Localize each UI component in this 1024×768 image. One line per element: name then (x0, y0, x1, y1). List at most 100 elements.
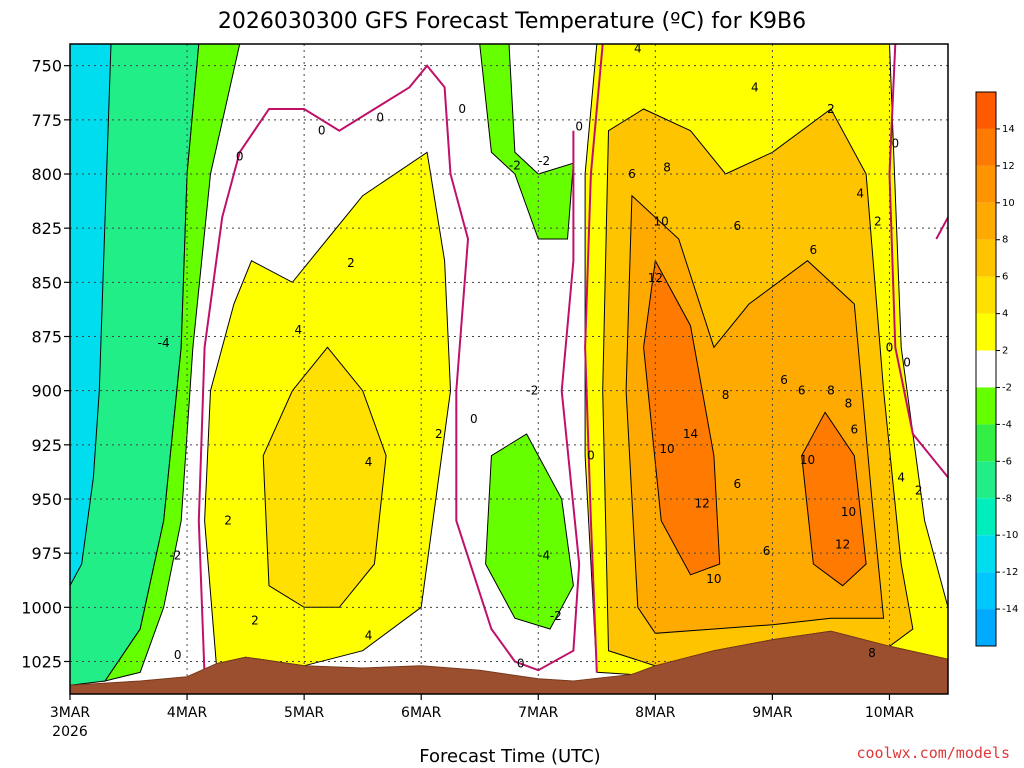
colorbar-label: 10 (1002, 198, 1015, 209)
y-tick-label: 850 (31, 273, 62, 292)
contour-label: 0 (886, 340, 894, 354)
contour-label: 2 (251, 613, 259, 627)
contour-label: 0 (318, 124, 326, 138)
colorbar-label: -2 (1002, 382, 1012, 393)
contour-label: -2 (509, 158, 521, 172)
contour-label: -2 (169, 548, 181, 562)
contour-label: 2 (915, 483, 923, 497)
contour-label: 8 (845, 397, 853, 411)
contour-label: 0 (174, 648, 182, 662)
region-cold-band (103, 44, 241, 682)
contour-label: 6 (763, 544, 771, 558)
chart-title: 2026030300 GFS Forecast Temperature (ºC)… (218, 9, 806, 34)
x-tick-label: 8MAR (635, 705, 676, 721)
contour-label: 0 (470, 412, 478, 426)
colorbar-swatch (976, 387, 996, 425)
contour-label: 12 (695, 496, 710, 510)
colorbar-swatch (976, 350, 996, 388)
contour-label: 6 (780, 373, 788, 387)
colorbar-swatch (976, 276, 996, 314)
contour-label: -2 (526, 384, 538, 398)
colorbar-label: -12 (1002, 567, 1018, 578)
contour-label: 2 (435, 427, 443, 441)
contour-label: 4 (897, 470, 905, 484)
contour-label: 0 (458, 102, 466, 116)
region-warm-peak-a (643, 259, 721, 576)
colorbar-label: -14 (1002, 604, 1018, 615)
x-tick-label: 3MAR (50, 705, 91, 721)
contour-label: 4 (294, 323, 302, 337)
contour-label: -4 (538, 548, 550, 562)
contour-label: 12 (648, 271, 663, 285)
colorbar-label: 8 (1002, 235, 1008, 246)
colorbar-swatch (976, 92, 996, 129)
contour-label: 4 (751, 80, 759, 94)
colorbar-label: -10 (1002, 530, 1018, 541)
contour-label: 10 (841, 505, 856, 519)
colorbar-label: 6 (1002, 272, 1008, 283)
plot-frame (69, 43, 949, 695)
contour-label: 0 (376, 111, 384, 125)
contour-label: 6 (810, 243, 818, 257)
zero-isotherm-2 (888, 44, 948, 478)
contour-label: 10 (654, 215, 669, 229)
region-cold-cap (479, 44, 574, 240)
contour-label: 4 (365, 629, 373, 643)
colorbar-label: 4 (1002, 309, 1008, 320)
colorbar-swatch (976, 609, 996, 646)
colorbar-frame (975, 91, 997, 647)
colorbar-swatch (976, 239, 996, 277)
contour-label: 6 (851, 423, 859, 437)
region-colder-core (70, 44, 112, 586)
y-tick-label: 800 (31, 165, 62, 184)
colorbar-swatch (976, 128, 996, 166)
contour-label: 0 (517, 657, 525, 671)
colorbar-swatch (976, 498, 996, 536)
surface-terrain (70, 630, 948, 694)
contour-label: 10 (659, 442, 674, 456)
y-tick-label: 825 (31, 219, 62, 238)
contour-label: 4 (634, 41, 642, 55)
region-warm-core-1 (262, 346, 387, 608)
y-tick-label: 1025 (21, 653, 62, 672)
x-tick-label: 4MAR (167, 705, 208, 721)
x-tick-label: 9MAR (752, 705, 793, 721)
contour-label: 0 (903, 356, 911, 370)
y-tick-label: 900 (31, 382, 62, 401)
contour-label: 8 (722, 388, 730, 402)
colorbar-label: -6 (1002, 456, 1012, 467)
y-tick-label: 975 (31, 544, 62, 563)
credit-label: coolwx.com/models (856, 744, 1010, 762)
contour-label: 10 (706, 572, 721, 586)
contour-label: 4 (856, 187, 864, 201)
zero-isotherm-0 (197, 64, 581, 677)
contour-label: 6 (628, 167, 636, 181)
contour-label: 14 (683, 427, 698, 441)
contour-label: 10 (800, 453, 815, 467)
contour-label: 0 (236, 150, 244, 164)
contour-label: 2 (874, 215, 882, 229)
colorbar-swatch (976, 424, 996, 462)
contour-label: -2 (550, 609, 562, 623)
contour-label: 8 (663, 161, 671, 175)
zero-isotherm-3 (935, 216, 948, 240)
contour-label: 6 (798, 384, 806, 398)
contour-label: 0 (575, 119, 583, 133)
contour-label: 2 (827, 102, 835, 116)
contour-label: 12 (835, 538, 850, 552)
colorbar-swatch (976, 461, 996, 499)
colorbar-swatch (976, 313, 996, 351)
contour-label: 2 (224, 514, 232, 528)
colorbar-label: 12 (1002, 161, 1015, 172)
x-tick-label: 10MAR (865, 705, 914, 721)
colorbar-swatch (976, 535, 996, 573)
colorbar-label: -4 (1002, 419, 1012, 430)
colorbar-label: -8 (1002, 493, 1012, 504)
x-tick-label: 7MAR (518, 705, 559, 721)
colorbar-label: 2 (1002, 346, 1008, 357)
zero-isotherm-1 (584, 44, 604, 673)
x-year-label: 2026 (52, 724, 88, 740)
